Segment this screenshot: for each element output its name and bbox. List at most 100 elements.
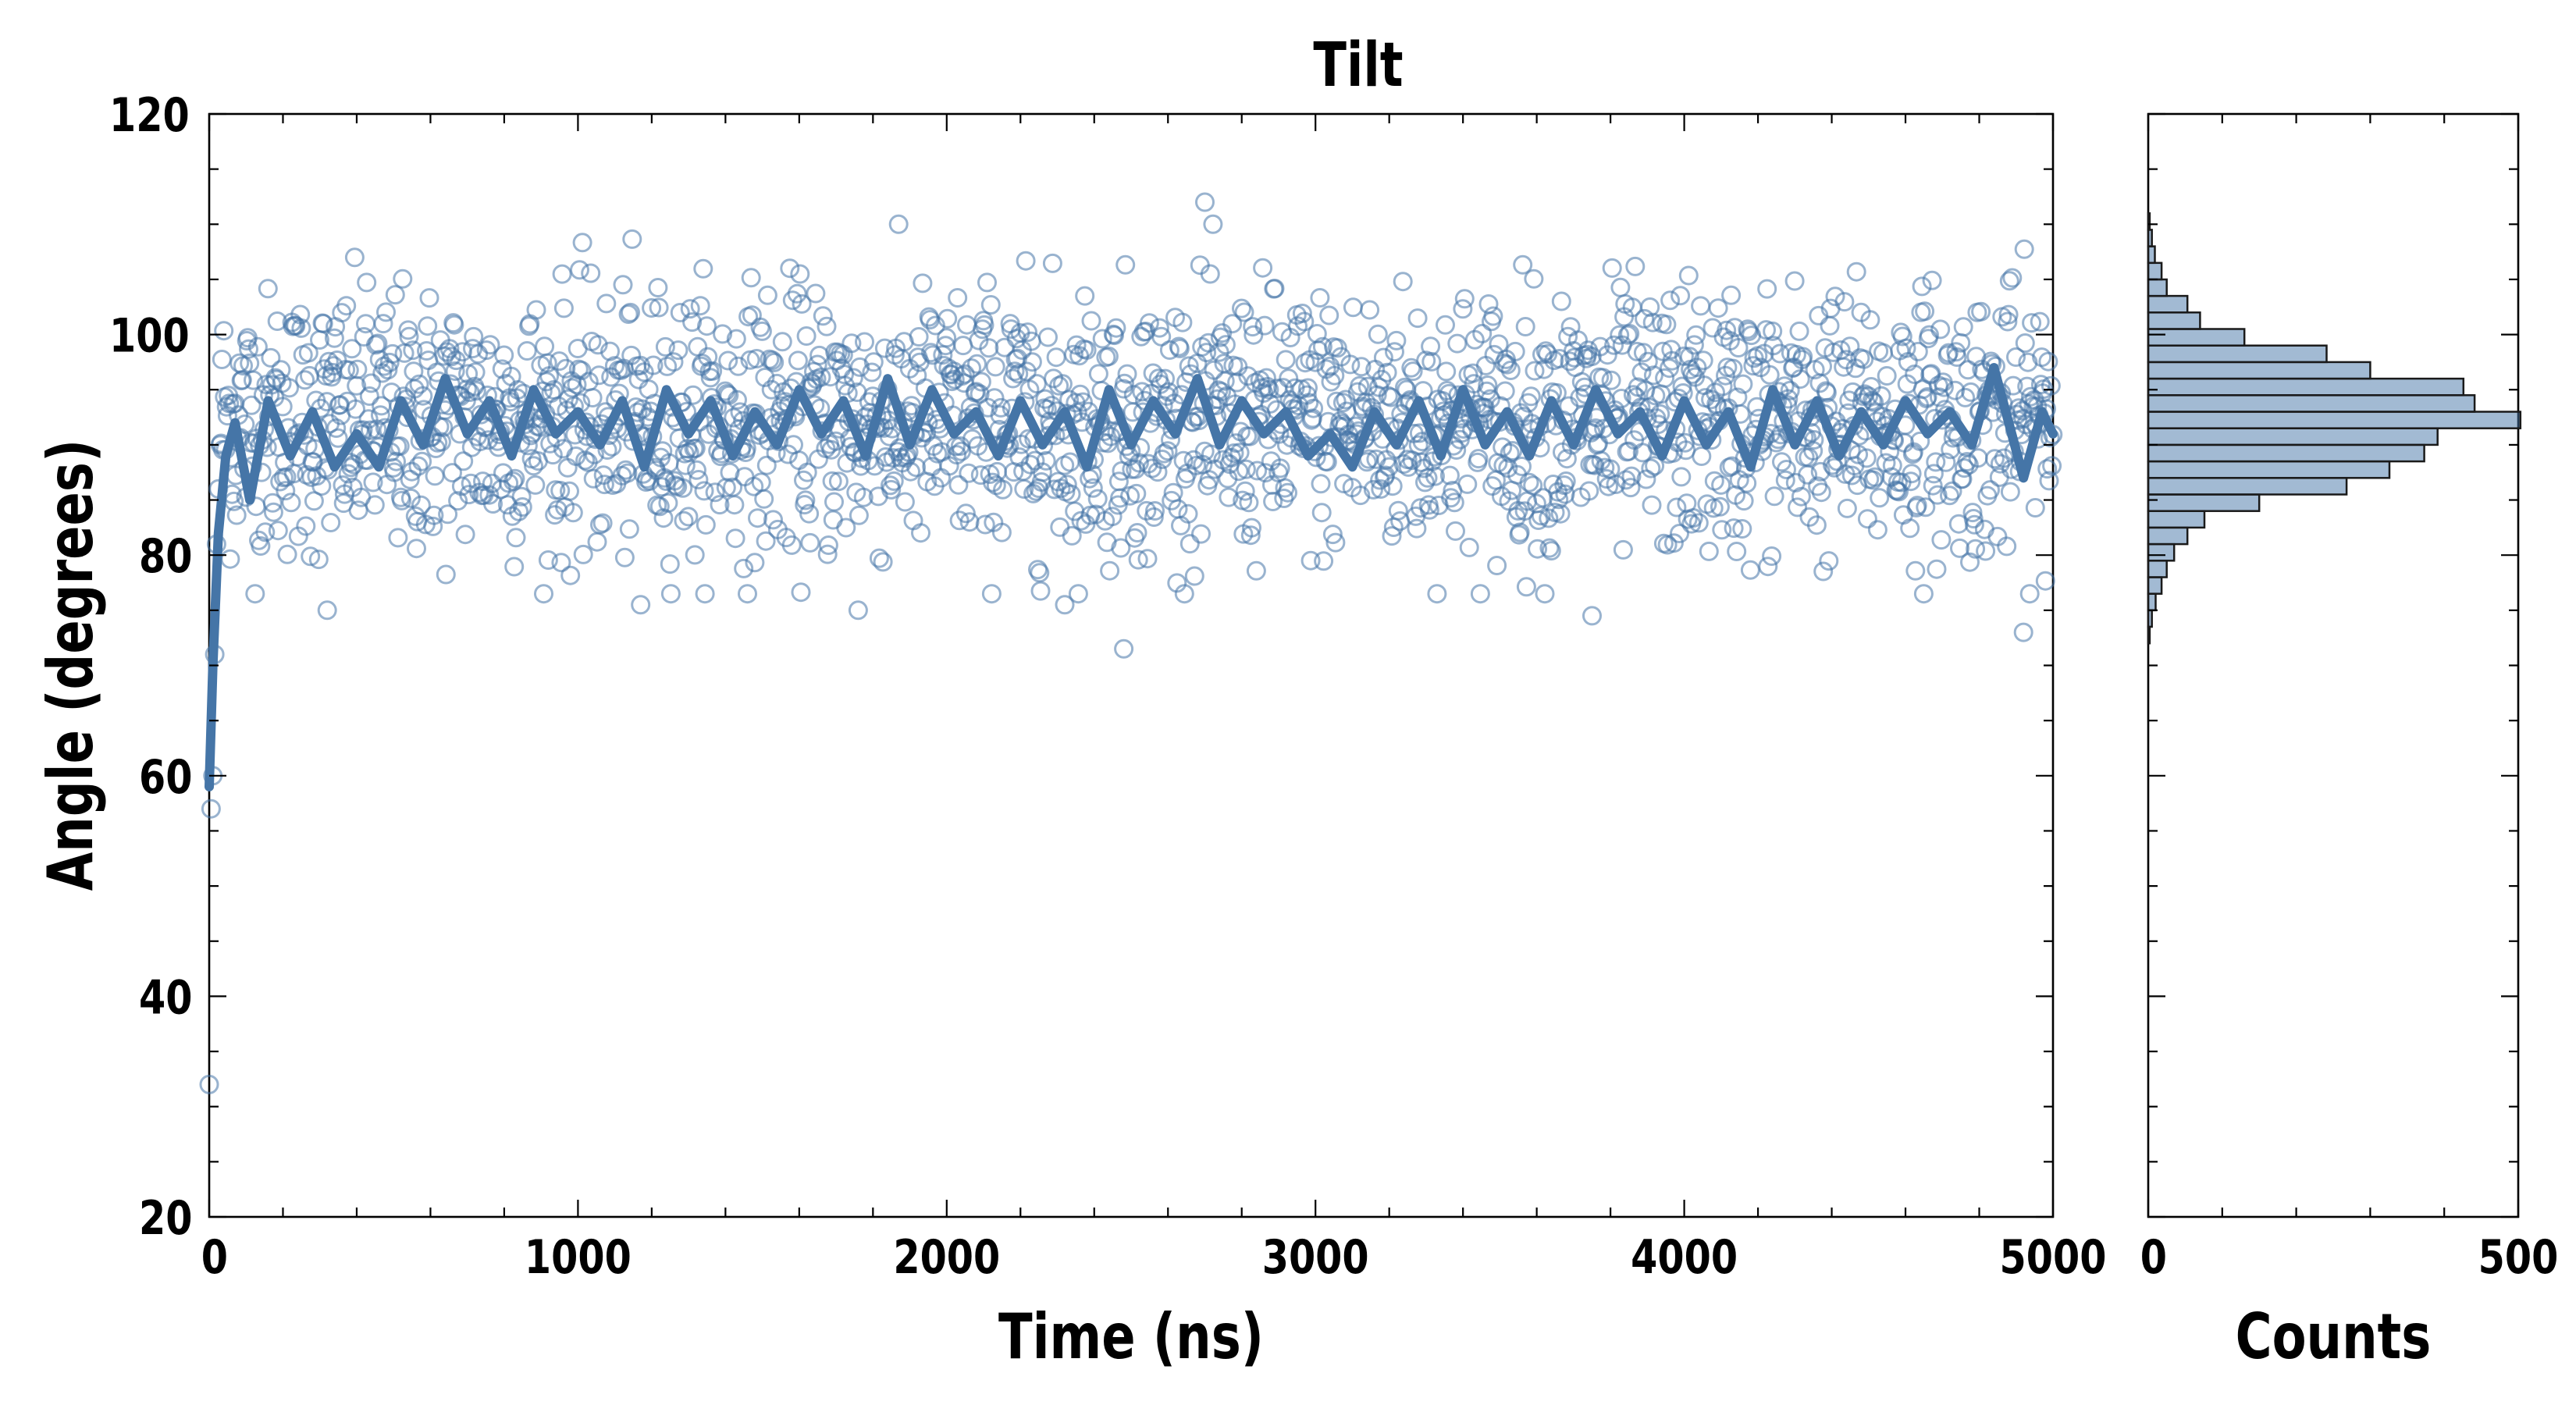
scatter-point <box>244 370 263 390</box>
scatter-point <box>537 353 557 373</box>
scatter-point <box>276 481 296 501</box>
scatter-point <box>1036 450 1056 471</box>
scatter-point <box>1446 521 1465 541</box>
scatter-point <box>1145 501 1165 521</box>
scatter-point <box>1728 338 1749 357</box>
histogram-bar <box>2147 460 2391 479</box>
scatter-point <box>1055 595 1075 615</box>
scatter-point <box>1256 368 1276 388</box>
scatter-point <box>1813 356 1832 376</box>
scatter-point <box>1082 464 1102 485</box>
scatter-point <box>1625 256 1646 276</box>
scatter-point <box>1663 533 1684 553</box>
scatter-point <box>1042 253 1062 273</box>
scatter-point <box>1057 475 1077 495</box>
scatter-point <box>1515 317 1535 336</box>
scatter-point <box>1419 500 1439 520</box>
scatter-point <box>790 264 810 284</box>
scatter-point <box>1310 288 1330 308</box>
scatter-point <box>511 486 532 507</box>
scatter-point <box>1784 271 1805 291</box>
scatter-point <box>241 395 262 415</box>
scatter-point <box>480 335 500 355</box>
scatter-point <box>849 505 869 525</box>
scatter-point <box>2008 398 2029 418</box>
scatter-point <box>1840 336 1860 357</box>
scatter-point <box>1393 272 1413 292</box>
scatter-point <box>1379 457 1399 477</box>
scatter-point <box>1945 380 1966 400</box>
scatter-point <box>503 471 523 492</box>
scatter-point <box>1373 347 1393 368</box>
scatter-point <box>439 339 460 359</box>
scatter-point <box>621 345 642 365</box>
scatter-point <box>560 481 579 501</box>
scatter-point <box>975 514 995 535</box>
scatter-point <box>1068 584 1088 604</box>
scatter-point <box>1292 304 1312 323</box>
scatter-point <box>2037 459 2058 479</box>
histogram-bar <box>2147 592 2157 612</box>
scatter-point <box>1846 261 1866 282</box>
scatter-point <box>1117 364 1137 384</box>
scatter-point <box>1075 286 1095 306</box>
scatter-point <box>673 478 693 498</box>
scatter-point <box>1320 356 1340 376</box>
scatter-point <box>1236 459 1256 479</box>
scatter-point <box>1998 311 2018 332</box>
scatter-point <box>780 258 800 279</box>
scatter-point <box>1032 462 1052 482</box>
scatter-point <box>1312 336 1332 357</box>
scatter-point <box>1670 286 1691 306</box>
scatter-point <box>741 268 761 288</box>
x-tick-label: 5000 <box>2000 1229 2107 1284</box>
scatter-point <box>1169 339 1190 358</box>
scatter-point <box>2002 268 2023 288</box>
scatter-point <box>1816 382 1837 403</box>
scatter-point <box>392 490 412 510</box>
scatter-point <box>1857 509 1877 529</box>
scatter-point <box>1684 335 1704 355</box>
scatter-point <box>1243 317 1263 337</box>
scatter-point <box>1610 277 1631 297</box>
scatter-point <box>1604 335 1624 355</box>
scatter-point <box>811 367 831 387</box>
scatter-point <box>2035 571 2055 591</box>
scatter-point <box>1215 335 1236 355</box>
scatter-point <box>476 340 496 361</box>
scatter-point <box>584 444 604 464</box>
scatter-point <box>1102 507 1123 527</box>
scatter-point <box>1439 465 1460 486</box>
scatter-point <box>1642 312 1663 333</box>
scatter-point <box>1987 526 2008 546</box>
scatter-point <box>981 584 1002 604</box>
scatter-point <box>991 397 1011 418</box>
scatter-point <box>303 452 323 472</box>
y-axis-label: Angle (degrees) <box>35 439 108 891</box>
scatter-point <box>1510 522 1530 542</box>
scatter-point <box>1227 372 1247 393</box>
scatter-point <box>695 584 715 604</box>
scatter-point <box>581 263 601 283</box>
scatter-point <box>1953 317 1973 337</box>
scatter-point <box>685 545 705 565</box>
scatter-point <box>1974 519 1994 539</box>
scatter-point <box>1806 515 1827 535</box>
scatter-point <box>356 314 375 334</box>
scatter-point <box>1203 214 1223 234</box>
scatter-point <box>985 357 1005 377</box>
scatter-point <box>1678 265 1699 286</box>
scatter-point <box>850 357 870 377</box>
histogram-axes-frame <box>2147 112 2520 1218</box>
scatter-point <box>1963 509 1984 528</box>
scatter-point <box>909 327 929 347</box>
scatter-point <box>974 315 994 335</box>
scatter-point <box>799 503 820 524</box>
time-series-panel: 0 1000 2000 3000 4000 5000 20 40 60 80 100 120 Time… <box>35 87 2106 1374</box>
scatter-point <box>688 336 708 357</box>
scatter-point <box>655 336 675 357</box>
scatter-point <box>841 333 862 354</box>
scatter-point <box>534 584 553 604</box>
scatter-point <box>1717 320 1737 340</box>
scatter-point <box>1539 538 1560 558</box>
